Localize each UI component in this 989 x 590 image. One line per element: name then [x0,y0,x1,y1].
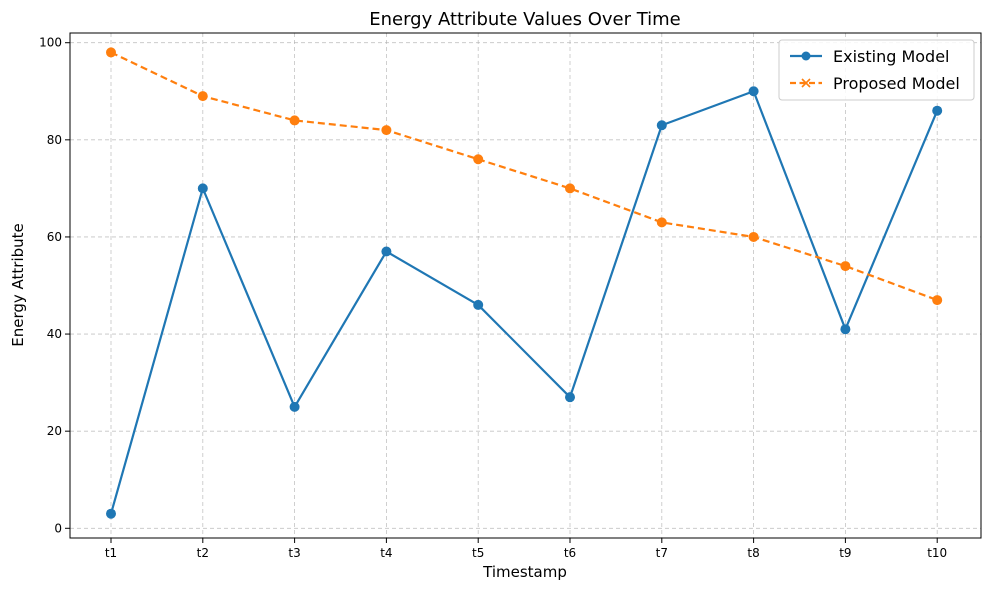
legend-circle-marker-icon [801,51,811,61]
y-axis-ticks: 0 20 40 60 80 100 [39,36,70,535]
x-tick-label: t5 [472,546,484,560]
x-tick-label: t7 [656,546,668,560]
plot-area-frame [69,32,982,539]
x-axis-label: Timestamp [482,563,567,581]
x-tick-label: t10 [927,546,947,560]
series-line-existing-model [109,90,939,515]
y-axis-label: Energy Attribute [9,223,27,347]
y-tick-label: 40 [47,327,62,341]
series-line-proposed-model [110,51,938,302]
data-point-existing-model [932,105,943,116]
data-point-existing-model [197,183,208,194]
y-tick-label: 20 [47,424,62,438]
data-point-existing-model [473,299,484,310]
legend-item-proposed-model: Proposed Model [790,74,960,93]
legend-x-marker-icon [801,78,811,88]
data-point-proposed-model [840,261,851,272]
legend-label-proposed-model: Proposed Model [833,74,960,93]
y-tick-label: 60 [47,230,62,244]
x-tick-label: t2 [197,546,209,560]
y-tick-label: 100 [39,36,62,50]
legend-label-existing-model: Existing Model [833,47,950,66]
x-axis-ticks: t1 t2 t3 t4 t5 t6 t7 t8 t9 t10 [105,538,947,560]
x-tick-label: t9 [839,546,851,560]
data-point-proposed-model [197,91,208,102]
data-point-proposed-model [656,217,667,228]
x-tick-label: t6 [564,546,576,560]
x-tick-label: t8 [747,546,759,560]
data-point-existing-model [565,392,575,403]
data-point-proposed-model [473,154,484,165]
legend-item-existing-model: Existing Model [790,47,950,66]
data-point-proposed-model [932,295,943,306]
data-point-proposed-model [381,125,392,136]
data-point-existing-model [840,324,851,335]
grid [70,33,981,538]
data-point-existing-model [748,86,759,97]
y-tick-label: 80 [47,133,62,147]
data-point-proposed-model [565,183,575,194]
data-point-existing-model [381,246,392,257]
data-point-proposed-model [748,231,759,242]
legend: Existing Model Proposed Model [778,39,975,101]
x-tick-label: t3 [288,546,300,560]
y-tick-label: 0 [54,521,62,535]
data-point-proposed-model [106,47,116,58]
data-point-existing-model [656,120,667,131]
chart-title: Energy Attribute Values Over Time [369,9,681,30]
data-point-existing-model [106,508,116,519]
x-tick-label: t1 [105,546,117,560]
x-tick-label: t4 [380,546,392,560]
data-point-existing-model [289,401,300,412]
legend-box [778,39,975,101]
series-layer [106,47,943,519]
data-point-proposed-model [289,115,300,126]
